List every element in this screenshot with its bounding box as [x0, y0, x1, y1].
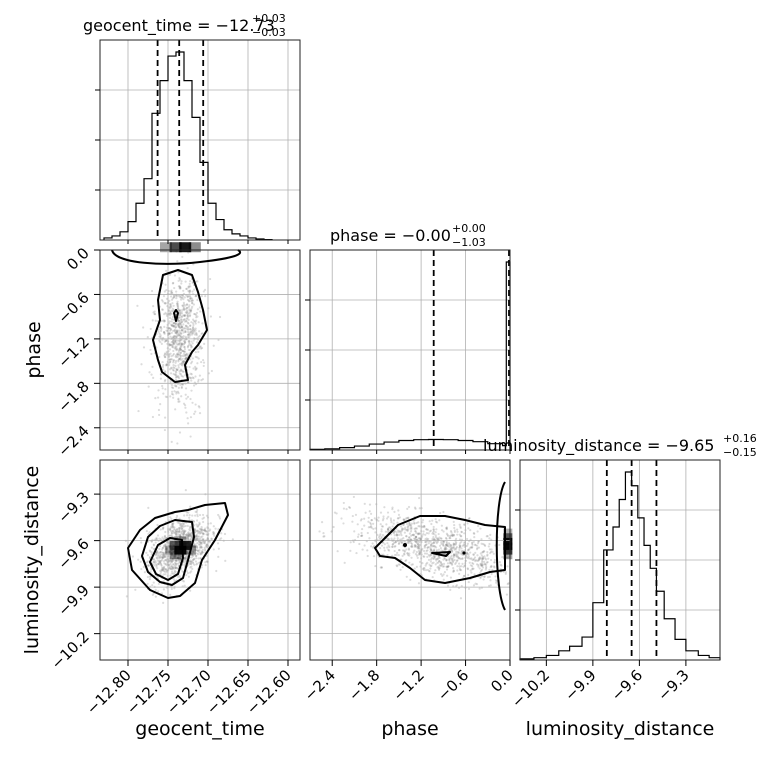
contour-lumdist-phase-dot-2 [431, 551, 451, 557]
histogram-phase [309, 261, 511, 451]
x-tick-label-luminosity_distance-1: −9.9 [561, 666, 599, 704]
contour-lumdist-phase-dot-3 [462, 551, 466, 555]
svg-text:geocent_time = −12.73: geocent_time = −12.73 [83, 16, 275, 36]
y-tick-label-phase-4: 0.0 [63, 244, 93, 274]
y-tick-label-phase-2: −1.2 [54, 333, 92, 371]
x-tick-label-geocent_time-4: −12.60 [243, 666, 295, 718]
y-tick-label-luminosity_distance-3: −9.3 [54, 488, 92, 526]
panel-frame-2-1 [309, 459, 511, 661]
title-geocent-time: geocent_time = −12.73 +0.03 −0.03 [83, 12, 286, 39]
histogram-geocent_time [103, 51, 273, 241]
panel-frame-1-0 [99, 249, 301, 451]
y-tick-label-phase-0: −2.4 [54, 422, 92, 460]
svg-text:+0.00: +0.00 [452, 222, 486, 235]
svg-text:phase = −0.00: phase = −0.00 [330, 226, 451, 245]
x-tick-label-phase-2: −1.2 [389, 666, 427, 704]
x-tick-label-luminosity_distance-0: −10.2 [508, 666, 553, 711]
panel-frame-2-0 [99, 459, 301, 661]
contour-lumdist-geocent-mid [141, 519, 195, 586]
y-axis-label-phase: phase [23, 321, 45, 378]
title-phase: phase = −0.00 +0.00 −1.03 [330, 222, 486, 249]
contour-lumdist-geocent-inner [149, 537, 184, 581]
y-tick-label-luminosity_distance-0: −10.2 [48, 628, 93, 673]
contour-lumdist-geocent-outer [127, 502, 229, 599]
svg-text:−0.15: −0.15 [723, 446, 757, 459]
svg-text:+0.03: +0.03 [252, 12, 286, 25]
x-tick-label-phase-3: −0.6 [434, 666, 472, 704]
title-luminosity-distance: luminosity_distance = −9.65 +0.16 −0.15 [483, 432, 757, 459]
y-tick-label-luminosity_distance-2: −9.6 [54, 535, 92, 573]
histogram-luminosity_distance [519, 471, 721, 660]
x-tick-label-phase-1: −1.8 [345, 666, 383, 704]
y-tick-label-phase-3: −0.6 [54, 289, 92, 327]
contour-lumdist-phase-dot-1 [403, 543, 407, 547]
svg-text:−1.03: −1.03 [452, 236, 486, 249]
x-tick-label-luminosity_distance-2: −9.6 [608, 666, 646, 704]
contour-lumdist-phase-edge [495, 481, 506, 611]
y-axis-label-luminosity-distance: luminosity_distance [21, 466, 43, 655]
y-tick-label-phase-1: −1.8 [54, 377, 92, 415]
x-axis-label-geocent-time: geocent_time [135, 718, 264, 740]
x-tick-label-phase-4: 0.0 [487, 666, 517, 696]
x-tick-label-phase-0: −2.4 [301, 666, 339, 704]
contour-phase-geocent-inner [173, 309, 179, 322]
contour-phase-geocent-outer [152, 269, 208, 383]
svg-text:luminosity_distance = −9.65: luminosity_distance = −9.65 [483, 436, 714, 456]
contour-phase-geocent-edge [111, 249, 241, 265]
y-tick-label-luminosity_distance-1: −9.9 [54, 581, 92, 619]
contour-lumdist-phase-outer [374, 515, 506, 584]
svg-text:+0.16: +0.16 [723, 432, 757, 445]
x-axis-label-phase: phase [381, 718, 438, 740]
svg-text:−0.03: −0.03 [252, 26, 286, 39]
x-tick-label-luminosity_distance-3: −9.3 [654, 666, 692, 704]
x-axis-label-luminosity-distance: luminosity_distance [526, 718, 715, 740]
